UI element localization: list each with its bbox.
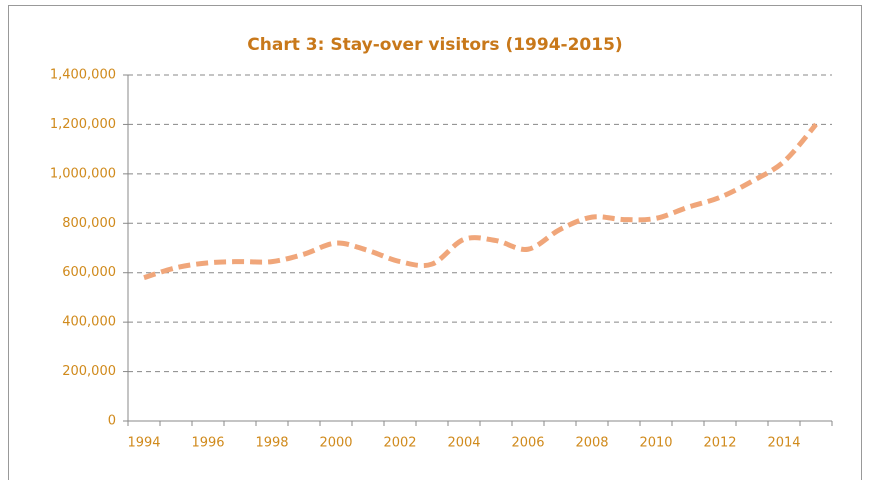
x-tick-label: 2004 xyxy=(447,436,480,451)
x-tick-label: 1996 xyxy=(191,436,224,451)
x-tick-label: 2000 xyxy=(319,436,352,451)
y-tick-label: 400,000 xyxy=(62,315,116,330)
y-tick-label: 1,400,000 xyxy=(50,68,116,83)
y-tick-label: 1,200,000 xyxy=(50,117,116,132)
chart-frame xyxy=(8,5,862,480)
x-tick-label: 1994 xyxy=(127,436,160,451)
y-tick-label: 0 xyxy=(108,414,116,429)
y-tick-label: 1,000,000 xyxy=(50,166,116,181)
chart-title: Chart 3: Stay-over visitors (1994-2015) xyxy=(247,35,622,55)
line xyxy=(143,122,818,281)
y-tick-label: 200,000 xyxy=(62,364,116,379)
x-tick-label: 2008 xyxy=(575,436,608,451)
y-tick-label: 800,000 xyxy=(62,216,116,231)
x-tick-label: 2014 xyxy=(767,436,800,451)
y-tick-label: 600,000 xyxy=(62,265,116,280)
x-tick-label: 1998 xyxy=(255,436,288,451)
x-tick-label: 2006 xyxy=(511,436,544,451)
x-tick-label: 2010 xyxy=(639,436,672,451)
x-tick-label: 2002 xyxy=(383,436,416,451)
x-tick-label: 2012 xyxy=(703,436,736,451)
